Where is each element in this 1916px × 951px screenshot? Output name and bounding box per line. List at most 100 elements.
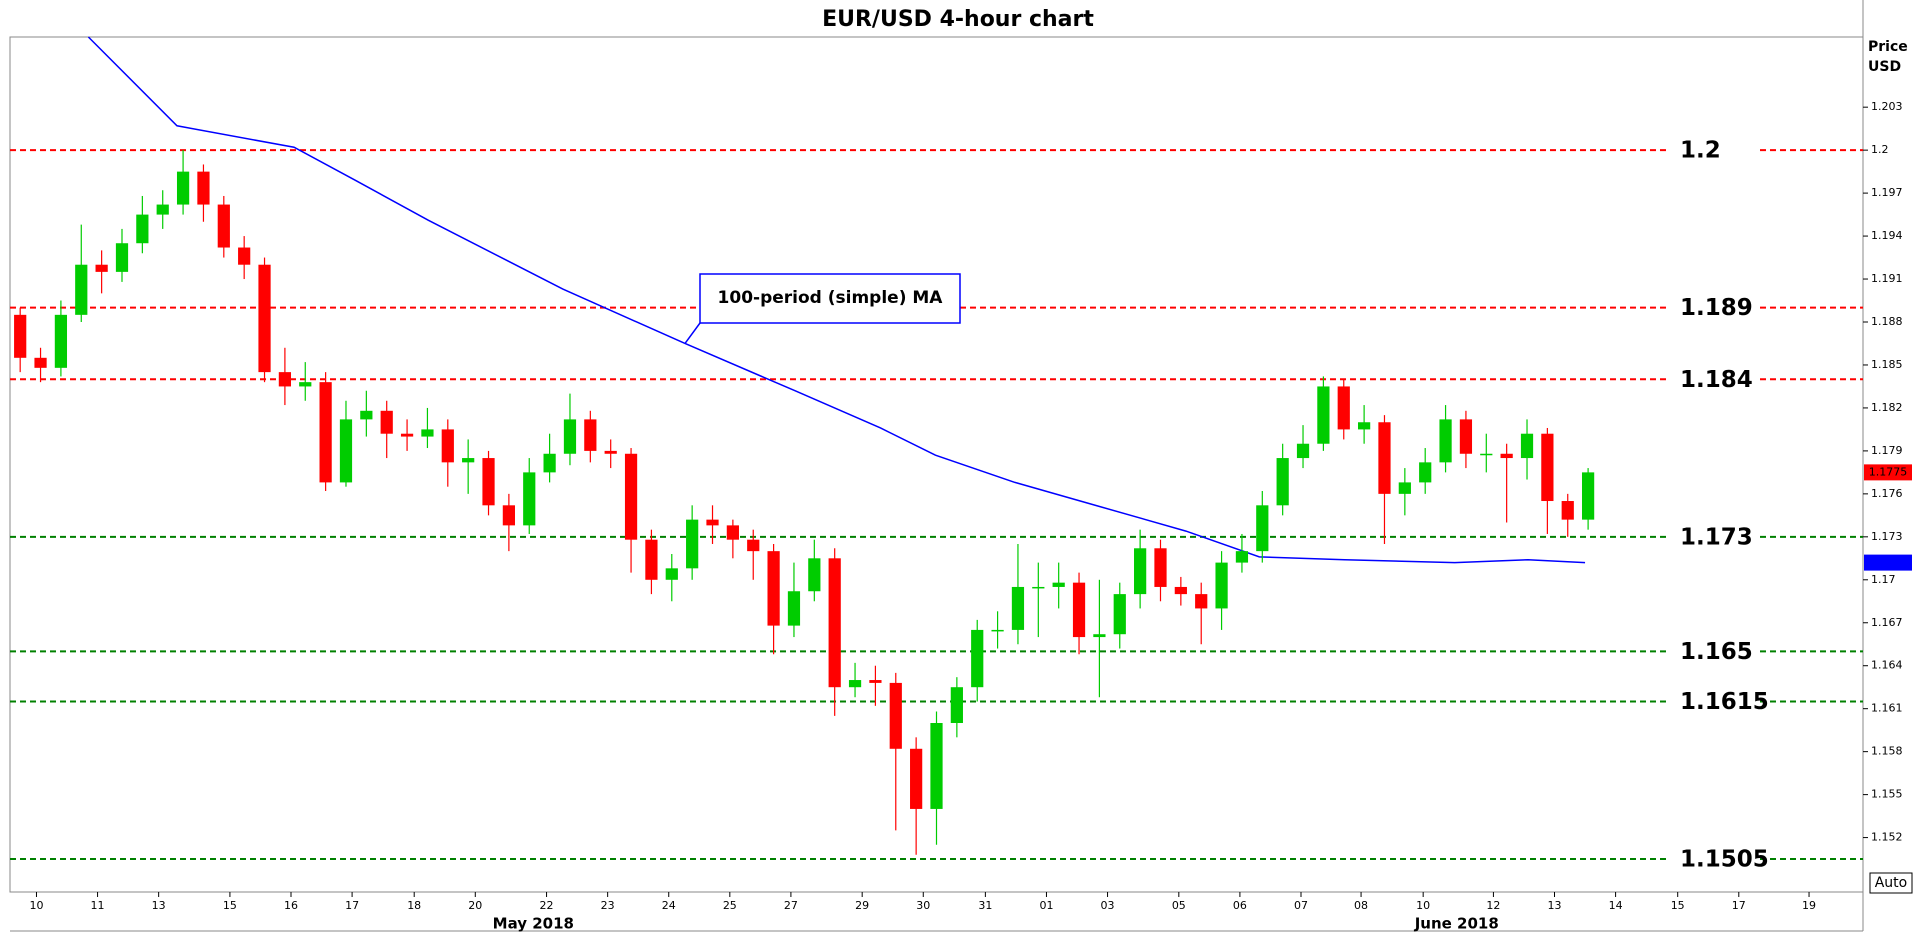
last-price-box: [1864, 464, 1912, 481]
level-label-bg: [1670, 522, 1760, 551]
y-label: Price: [1868, 39, 1908, 55]
x-tick-label: 11: [91, 899, 105, 912]
y-tick-label: 1.152: [1871, 831, 1903, 844]
candle-body: [238, 247, 251, 265]
y-tick-label: 1.197: [1871, 186, 1903, 199]
candle-body: [14, 314, 27, 358]
candle-body: [1174, 586, 1187, 595]
candle-body: [1072, 582, 1086, 638]
candle-body: [217, 204, 230, 248]
x-tick-label: 19: [1802, 899, 1816, 912]
annotation: 100-period (simple) MA: [718, 288, 944, 308]
candle-body: [421, 429, 434, 437]
y-tick-label: 1.182: [1871, 401, 1903, 414]
candle-body: [95, 264, 108, 272]
candle-body: [991, 629, 1004, 632]
candle-body: [1113, 594, 1126, 635]
annotation-pointer: [684, 322, 701, 344]
level-label-bg: [1670, 845, 1760, 874]
chart-title: EUR/USD 4-hour chart: [822, 7, 1094, 32]
candle-body: [604, 450, 617, 454]
candle-body: [360, 410, 373, 420]
y-tick-label: 1.176: [1871, 487, 1903, 500]
level-label: 1.1505: [1680, 847, 1769, 873]
candle-body: [1296, 443, 1310, 459]
candle-body: [706, 519, 719, 526]
y-tick-label: 1.164: [1871, 659, 1903, 672]
x-tick-label: 07: [1294, 899, 1308, 912]
month-label: June 2018: [1414, 915, 1499, 933]
candle-body: [563, 419, 577, 454]
candle-body: [462, 458, 475, 463]
x-tick-label: 08: [1354, 899, 1368, 912]
x-tick-label: 17: [1732, 899, 1746, 912]
x-tick-label: 06: [1233, 899, 1247, 912]
x-tick-label: 14: [1609, 899, 1623, 912]
candle-body: [299, 382, 312, 387]
candle-body: [176, 171, 190, 205]
candle-body: [889, 682, 902, 749]
ma-line: [87, 36, 1586, 564]
candle-body: [1500, 453, 1513, 459]
auto-button[interactable]: [1869, 872, 1913, 894]
candle-body: [1317, 386, 1330, 444]
candle-body: [767, 551, 780, 626]
candle-body: [136, 214, 149, 244]
candle-body: [115, 243, 129, 272]
auto-button-label[interactable]: Auto: [1875, 875, 1908, 891]
candle-body: [319, 382, 332, 483]
level-label-bg: [1670, 365, 1760, 394]
x-tick-label: 05: [1172, 899, 1186, 912]
candle-body: [1256, 505, 1269, 552]
candle-body: [1235, 551, 1249, 563]
candle-body: [258, 264, 271, 373]
candle-body: [1011, 586, 1025, 630]
candle-body: [1215, 562, 1228, 609]
candle-body: [34, 357, 47, 368]
candle-body: [1419, 462, 1432, 483]
annotation-box: [699, 273, 961, 324]
y-tick-label: 1.17: [1871, 573, 1896, 586]
candle-body: [624, 453, 638, 540]
y-tick-label: 1.2: [1871, 143, 1889, 156]
level-label-bg: [1670, 687, 1760, 716]
level-label: 1.184: [1680, 367, 1753, 393]
y-tick-label: 1.188: [1871, 315, 1903, 328]
candle-body: [1459, 419, 1473, 454]
x-tick-label: 24: [662, 899, 676, 912]
candle-body: [1154, 548, 1167, 587]
x-tick-label: 30: [916, 899, 930, 912]
candle-body: [523, 472, 536, 526]
x-tick-label: 15: [1671, 899, 1685, 912]
level-label-bg: [1670, 637, 1760, 666]
candle-body: [869, 680, 882, 683]
candle-body: [54, 314, 68, 368]
candle-body: [1398, 482, 1411, 494]
candle-body: [1378, 422, 1391, 494]
y-tick-label: 1.185: [1871, 358, 1903, 371]
x-tick-label: 13: [152, 899, 166, 912]
x-tick-label: 31: [978, 899, 992, 912]
y-tick-label: 1.179: [1871, 444, 1903, 457]
candle-body: [686, 519, 699, 569]
x-tick-label: 18: [407, 899, 421, 912]
x-tick-label: 10: [29, 899, 43, 912]
x-tick-label: 01: [1039, 899, 1053, 912]
candle-body: [1276, 458, 1289, 506]
candle-body: [747, 539, 760, 552]
candle-body: [1052, 582, 1065, 587]
level-label-bg: [1670, 136, 1760, 165]
candle-body: [380, 410, 393, 434]
candle-body: [543, 453, 556, 473]
level-label-bg: [1670, 293, 1760, 322]
candle-body: [1134, 548, 1147, 595]
candle-body: [950, 687, 963, 724]
candle-body: [1480, 453, 1493, 456]
y-label: USD: [1868, 59, 1901, 75]
candle-body: [1581, 472, 1595, 520]
candle-body: [787, 591, 801, 626]
x-tick-label: 22: [540, 899, 554, 912]
candle-body: [1195, 594, 1208, 609]
month-label: May 2018: [493, 915, 574, 933]
